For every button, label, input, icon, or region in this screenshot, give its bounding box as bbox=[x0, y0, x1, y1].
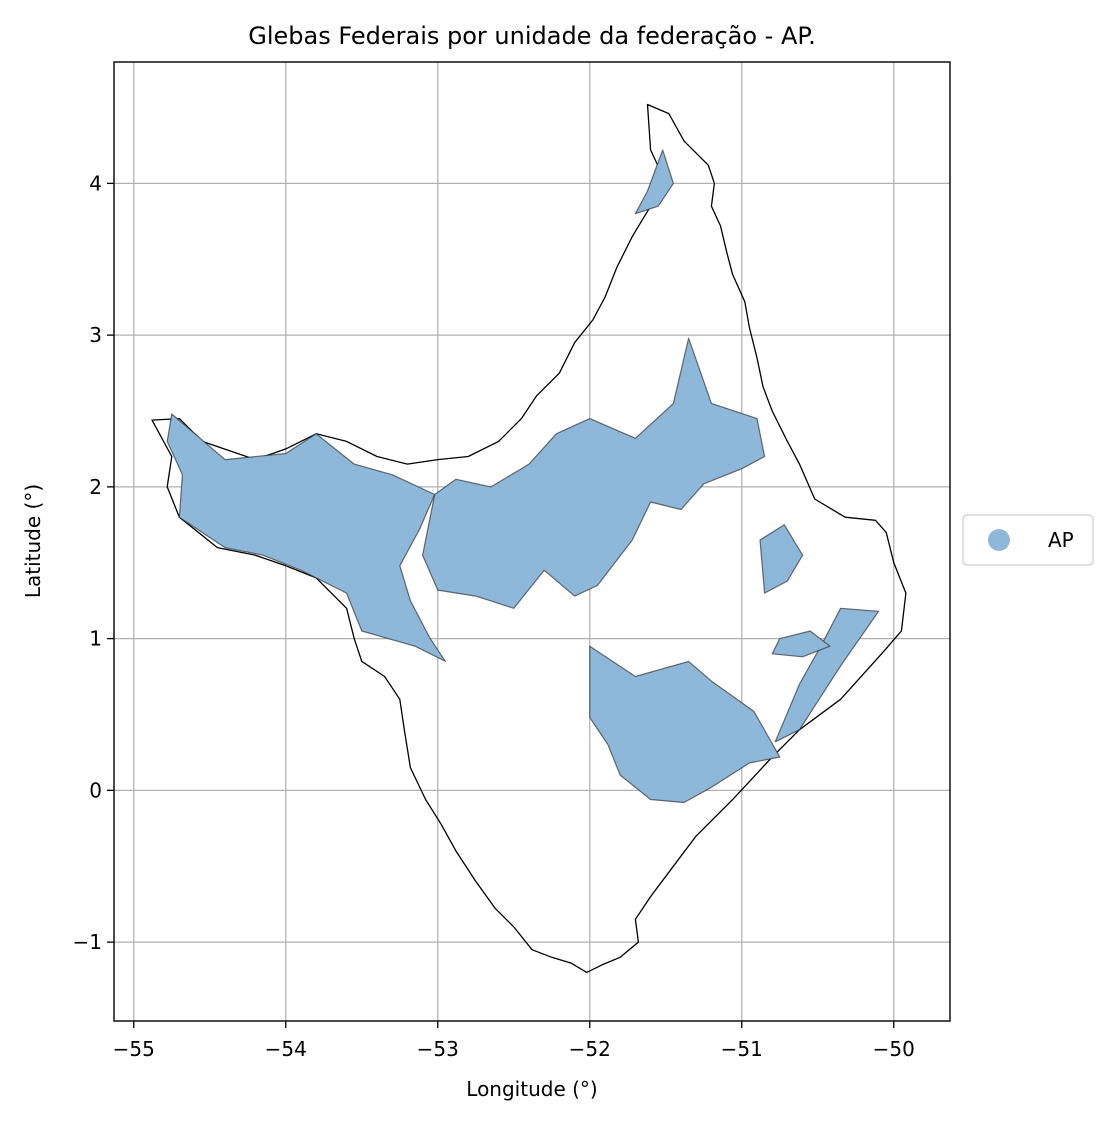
gleba-polygon bbox=[589, 645, 781, 804]
x-tick-label: −54 bbox=[265, 1037, 307, 1061]
x-axis-label: Longitude (°) bbox=[466, 1077, 597, 1101]
legend: AP bbox=[962, 514, 1094, 566]
legend-label: AP bbox=[1048, 528, 1074, 552]
x-tick-label: −53 bbox=[417, 1037, 459, 1061]
y-tick-label: −1 bbox=[73, 930, 102, 954]
gleba-polygon bbox=[774, 607, 880, 743]
state-boundary bbox=[151, 103, 907, 974]
x-axis-ticks: −55 −54 −53 −52 −51 −50 bbox=[113, 1021, 915, 1061]
plot-frame bbox=[113, 61, 951, 1022]
y-tick-label: 4 bbox=[89, 171, 102, 195]
y-tick-label: 1 bbox=[89, 627, 102, 651]
x-tick-label: −52 bbox=[569, 1037, 611, 1061]
y-tick-label: 0 bbox=[89, 778, 102, 802]
gleba-polygon bbox=[771, 630, 831, 658]
state-outline bbox=[151, 103, 907, 974]
y-axis-label: Latitude (°) bbox=[21, 484, 45, 598]
legend-box bbox=[962, 514, 1094, 566]
gleba-polygon bbox=[166, 413, 446, 663]
y-tick-label: 2 bbox=[89, 475, 102, 499]
glebas-polygons bbox=[166, 149, 880, 804]
x-tick-label: −50 bbox=[873, 1037, 915, 1061]
legend-marker-icon bbox=[988, 529, 1010, 551]
gleba-polygon bbox=[759, 524, 804, 594]
x-tick-label: −51 bbox=[721, 1037, 763, 1061]
y-axis-ticks: −1 0 1 2 3 4 bbox=[73, 171, 114, 954]
gleba-polygon bbox=[634, 149, 675, 215]
gleba-polygon bbox=[422, 337, 766, 609]
y-tick-label: 3 bbox=[89, 323, 102, 347]
x-tick-label: −55 bbox=[113, 1037, 155, 1061]
chart-title: Glebas Federais por unidade da federação… bbox=[248, 22, 815, 50]
